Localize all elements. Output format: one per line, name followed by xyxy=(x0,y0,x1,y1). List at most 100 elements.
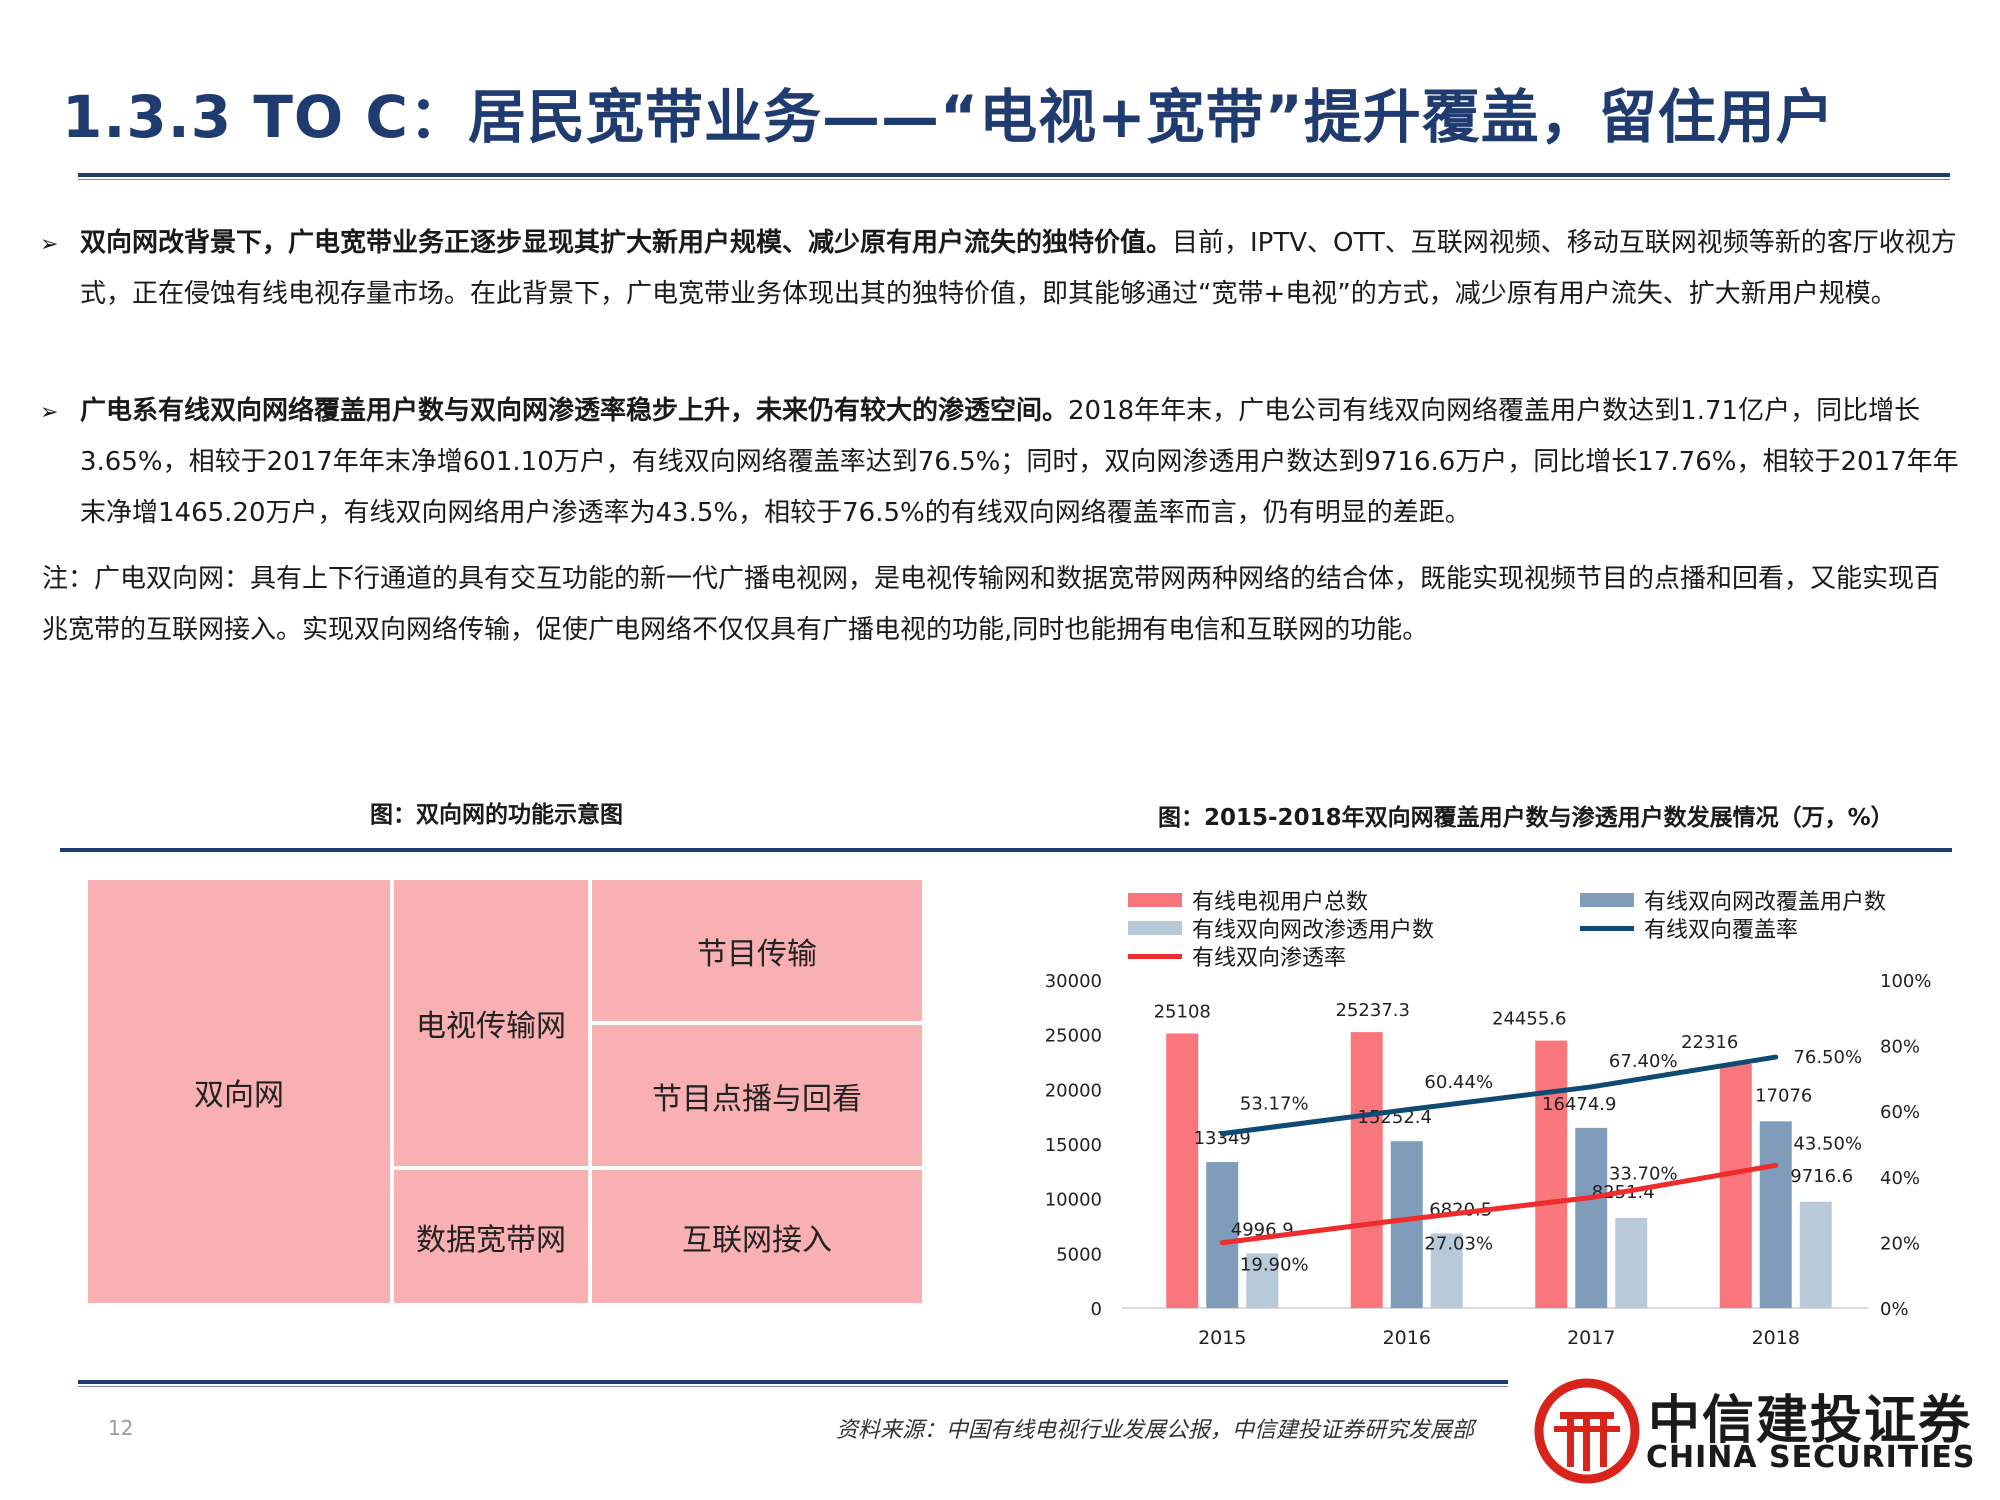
line-data-label: 43.50% xyxy=(1793,1133,1862,1154)
bar xyxy=(1166,1033,1199,1308)
y-right-tick-label: 80% xyxy=(1880,1037,1920,1058)
x-tick-label: 2015 xyxy=(1198,1327,1246,1349)
bar-data-label: 6820.5 xyxy=(1429,1199,1492,1220)
bullet-arrow-icon: ➢ xyxy=(40,232,59,257)
bullet-lead: 双向网改背景下，广电宽带业务正逐步显现其扩大新用户规模、减少原有用户流失的独特价… xyxy=(80,228,1173,258)
bar xyxy=(1535,1040,1568,1308)
line-data-label: 76.50% xyxy=(1793,1047,1862,1068)
y-left-tick-label: 10000 xyxy=(1045,1190,1102,1211)
bar xyxy=(1350,1032,1383,1308)
diagram-tv-network-box: 电视传输网 xyxy=(392,878,590,1168)
bar xyxy=(1430,1233,1463,1308)
y-left-tick-label: 5000 xyxy=(1056,1244,1102,1265)
bar-data-label: 25108 xyxy=(1154,1001,1211,1022)
y-right-tick-label: 20% xyxy=(1880,1233,1920,1254)
x-tick-label: 2016 xyxy=(1383,1327,1431,1349)
legend-label: 有线双向覆盖率 xyxy=(1644,918,1799,943)
diagram-internet-access-label: 互联网接入 xyxy=(682,1222,832,1258)
note-paragraph: 注：广电双向网：具有上下行通道的具有交互功能的新一代广播电视网，是电视传输网和数… xyxy=(42,564,1941,645)
bar xyxy=(1390,1141,1423,1308)
footer-divider xyxy=(78,1380,1508,1384)
bar-data-label: 4996.9 xyxy=(1231,1219,1294,1240)
legend-label: 有线电视用户总数 xyxy=(1192,890,1369,915)
bullet-body: 目前，IPTV、OTT、互联网视频、移动互联网视频等新的客厅收视方式，正在侵蚀有… xyxy=(80,228,1957,309)
y-right-tick-label: 40% xyxy=(1880,1168,1920,1189)
diagram-tv-network-label: 电视传输网 xyxy=(416,1009,566,1044)
diagram-vod-replay-box: 节目点播与回看 xyxy=(590,1023,924,1168)
y-left-tick-label: 30000 xyxy=(1045,971,1102,992)
legend-item: 有线双向覆盖率 xyxy=(1580,912,1798,944)
x-tick-label: 2017 xyxy=(1567,1327,1615,1349)
legend-line-marker xyxy=(1128,953,1182,959)
diagram-caption: 图：双向网的功能示意图 xyxy=(370,802,623,828)
legend-label: 有线双向渗透率 xyxy=(1192,946,1347,971)
bullet-body: 2018年年末，广电公司有线双向网络覆盖用户数达到1.71亿户，同比增长3.65… xyxy=(80,396,1959,528)
diagram-internet-access-box: 互联网接入 xyxy=(590,1168,924,1305)
chart-caption: 图：2015-2018年双向网覆盖用户数与渗透用户数发展情况（万，%） xyxy=(1158,805,1894,831)
legend-item: 有线电视用户总数 xyxy=(1128,884,1368,916)
bar xyxy=(1719,1064,1752,1308)
bar xyxy=(1759,1121,1792,1308)
section-divider xyxy=(60,848,1952,852)
bullet-paragraph-2: ➢ 广电系有线双向网络覆盖用户数与双向网渗透率稳步上升，未来仍有较大的渗透空间。… xyxy=(40,386,1960,539)
legend-item: 有线双向渗透率 xyxy=(1128,940,1346,972)
logo-english-name: CHINA SECURITIES xyxy=(1646,1440,1976,1475)
line-data-label: 33.70% xyxy=(1609,1163,1678,1184)
diagram-data-network-box: 数据宽带网 xyxy=(392,1168,590,1305)
legend-item: 有线双向网改覆盖用户数 xyxy=(1580,884,1886,916)
bar-data-label: 17076 xyxy=(1755,1085,1812,1106)
diagram-root-box: 双向网 xyxy=(86,878,392,1305)
bar xyxy=(1615,1217,1648,1308)
series-line xyxy=(1219,1054,1779,1137)
y-right-tick-label: 0% xyxy=(1880,1299,1909,1320)
bar-data-label: 16474.9 xyxy=(1542,1094,1616,1115)
bar-data-label: 25237.3 xyxy=(1336,1000,1410,1021)
x-tick-label: 2018 xyxy=(1752,1327,1800,1349)
bar xyxy=(1206,1162,1239,1308)
y-right-tick-label: 60% xyxy=(1880,1102,1920,1123)
line-data-label: 27.03% xyxy=(1424,1233,1493,1254)
legend-label: 有线双向网改渗透用户数 xyxy=(1192,918,1435,943)
legend-label: 有线双向网改覆盖用户数 xyxy=(1644,890,1887,915)
y-left-tick-label: 20000 xyxy=(1045,1080,1102,1101)
bar-data-label: 9716.6 xyxy=(1790,1166,1853,1187)
line-data-label: 60.44% xyxy=(1424,1072,1493,1093)
legend-item: 有线双向网改渗透用户数 xyxy=(1128,912,1434,944)
bar-data-label: 13349 xyxy=(1194,1128,1251,1149)
legend-swatch xyxy=(1580,893,1634,907)
bar xyxy=(1575,1127,1608,1308)
logo-chinese-name: 中信建投证券 xyxy=(1648,1391,1973,1451)
y-left-tick-label: 15000 xyxy=(1045,1135,1102,1156)
legend-swatch xyxy=(1128,893,1182,907)
bar-data-label: 22316 xyxy=(1681,1032,1738,1053)
source-note: 资料来源：中国有线电视行业发展公报，中信建投证券研究发展部 xyxy=(836,1418,1475,1443)
diagram-vod-replay-label: 节目点播与回看 xyxy=(652,1081,862,1117)
y-left-tick-label: 0 xyxy=(1091,1299,1102,1320)
series-line xyxy=(1219,1162,1779,1246)
legend-line-marker xyxy=(1580,925,1634,931)
diagram-data-network-label: 数据宽带网 xyxy=(416,1222,566,1258)
bullet-lead: 广电系有线双向网络覆盖用户数与双向网渗透率稳步上升，未来仍有较大的渗透空间。 xyxy=(80,396,1069,426)
bullet-arrow-icon: ➢ xyxy=(40,400,59,425)
legend-swatch xyxy=(1128,921,1182,935)
footer-divider-thin xyxy=(78,1386,1508,1387)
bar xyxy=(1246,1253,1279,1308)
diagram-program-transmission-label: 节目传输 xyxy=(697,936,817,972)
diagram-root-label: 双向网 xyxy=(194,1077,284,1113)
page-title: 1.3.3 TO C：居民宽带业务——“电视+宽带”提升覆盖，留住用户 xyxy=(62,83,1835,151)
y-right-tick-label: 100% xyxy=(1880,971,1931,992)
title-divider xyxy=(78,173,1950,177)
bar xyxy=(1799,1201,1832,1308)
y-left-tick-label: 25000 xyxy=(1045,1026,1102,1047)
bar-data-label: 24455.6 xyxy=(1492,1009,1566,1030)
diagram-program-transmission-box: 节目传输 xyxy=(590,878,924,1023)
page-number: 12 xyxy=(108,1416,134,1440)
bar-data-label: 15252.4 xyxy=(1358,1107,1432,1128)
line-data-label: 53.17% xyxy=(1240,1094,1309,1115)
title-divider-thin xyxy=(78,179,1950,180)
bar-data-label: 8251.4 xyxy=(1592,1182,1655,1203)
bullet-paragraph-1: ➢ 双向网改背景下，广电宽带业务正逐步显现其扩大新用户规模、减少原有用户流失的独… xyxy=(40,218,1960,320)
line-data-label: 67.40% xyxy=(1609,1051,1678,1072)
china-securities-logo-icon xyxy=(1534,1378,1640,1484)
line-data-label: 19.90% xyxy=(1240,1255,1309,1276)
